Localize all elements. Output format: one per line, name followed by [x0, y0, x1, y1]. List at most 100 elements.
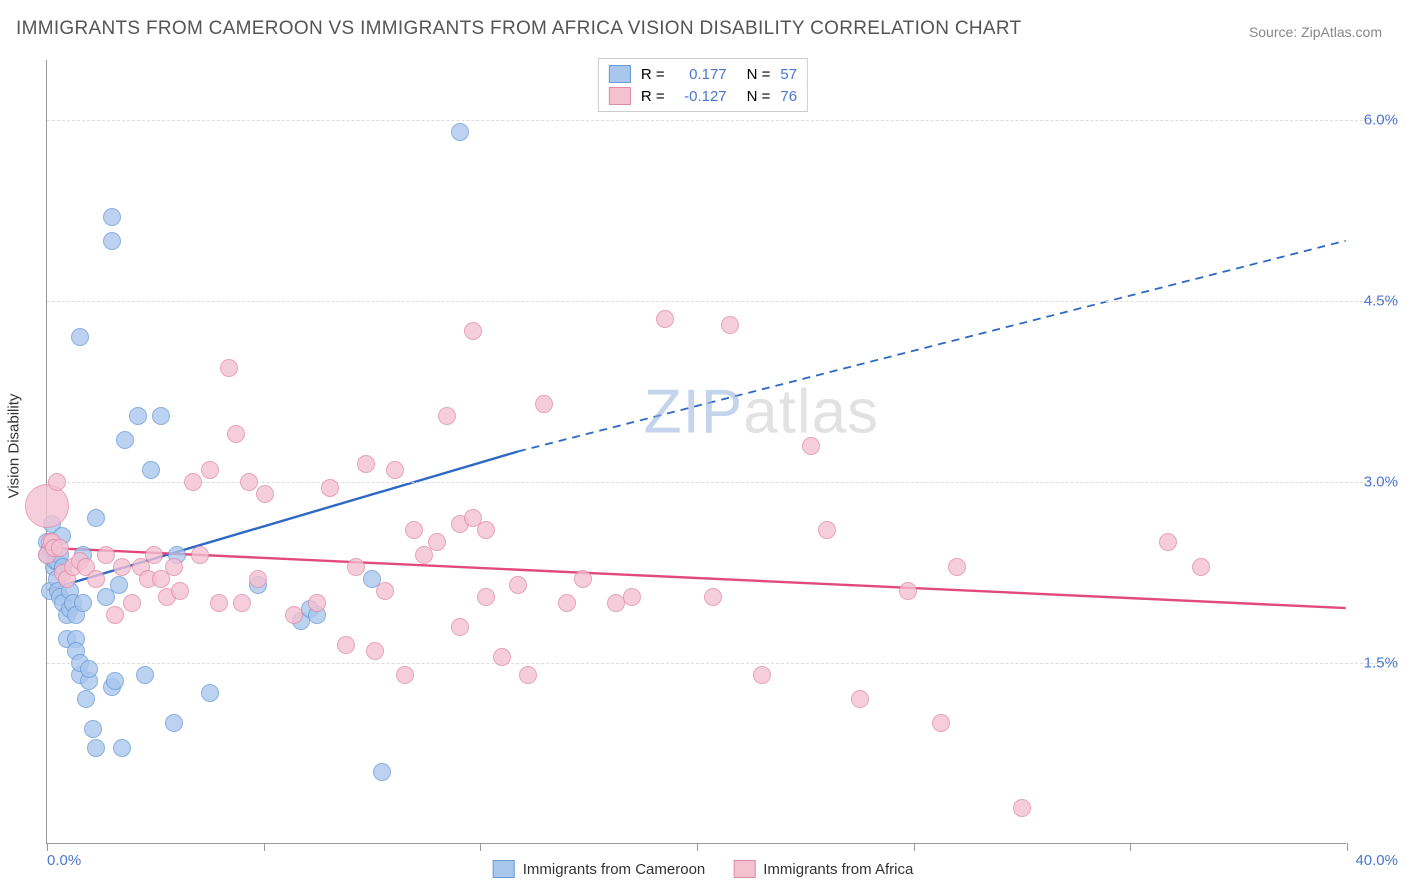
- scatter-marker: [136, 666, 154, 684]
- scatter-marker: [165, 714, 183, 732]
- scatter-marker: [256, 485, 274, 503]
- scatter-marker: [210, 594, 228, 612]
- scatter-marker: [321, 479, 339, 497]
- n-label: N =: [747, 66, 771, 83]
- scatter-marker: [753, 666, 771, 684]
- scatter-marker: [87, 739, 105, 757]
- scatter-marker: [201, 461, 219, 479]
- scatter-marker: [87, 570, 105, 588]
- scatter-marker: [103, 232, 121, 250]
- scatter-marker: [308, 594, 326, 612]
- scatter-marker: [110, 576, 128, 594]
- legend-label: Immigrants from Africa: [763, 861, 913, 878]
- ytick-label: 4.5%: [1348, 293, 1398, 310]
- scatter-marker: [656, 310, 674, 328]
- scatter-marker: [428, 533, 446, 551]
- scatter-marker: [171, 582, 189, 600]
- scatter-marker: [51, 539, 69, 557]
- chart-container: IMMIGRANTS FROM CAMEROON VS IMMIGRANTS F…: [0, 0, 1406, 892]
- r-label: R =: [641, 88, 665, 105]
- scatter-marker: [123, 594, 141, 612]
- scatter-marker: [25, 484, 69, 528]
- n-value-africa: 76: [780, 88, 797, 105]
- plot-area: ZIPatlas 1.5%3.0%4.5%6.0%0.0%40.0%: [46, 60, 1346, 844]
- legend-item-cameroon: Immigrants from Cameroon: [493, 860, 706, 878]
- ytick-label: 6.0%: [1348, 112, 1398, 129]
- scatter-marker: [704, 588, 722, 606]
- swatch-africa: [609, 87, 631, 105]
- scatter-marker: [97, 546, 115, 564]
- scatter-marker: [347, 558, 365, 576]
- scatter-marker: [145, 546, 163, 564]
- scatter-marker: [451, 618, 469, 636]
- gridline: [47, 301, 1398, 302]
- scatter-marker: [451, 123, 469, 141]
- scatter-marker: [477, 521, 495, 539]
- watermark-zip: ZIP: [644, 378, 743, 447]
- source-label: Source: ZipAtlas.com: [1249, 24, 1382, 40]
- scatter-marker: [220, 359, 238, 377]
- scatter-marker: [191, 546, 209, 564]
- chart-title: IMMIGRANTS FROM CAMEROON VS IMMIGRANTS F…: [16, 18, 1021, 40]
- scatter-marker: [227, 425, 245, 443]
- scatter-marker: [48, 473, 66, 491]
- scatter-marker: [106, 672, 124, 690]
- scatter-marker: [113, 558, 131, 576]
- scatter-marker: [558, 594, 576, 612]
- swatch-africa: [733, 860, 755, 878]
- scatter-marker: [357, 455, 375, 473]
- scatter-marker: [519, 666, 537, 684]
- n-label: N =: [747, 88, 771, 105]
- gridline: [47, 120, 1398, 121]
- scatter-marker: [818, 521, 836, 539]
- scatter-marker: [376, 582, 394, 600]
- scatter-marker: [623, 588, 641, 606]
- series-legend: Immigrants from Cameroon Immigrants from…: [493, 860, 914, 878]
- scatter-marker: [1159, 533, 1177, 551]
- scatter-marker: [106, 606, 124, 624]
- swatch-cameroon: [493, 860, 515, 878]
- ytick-label: 3.0%: [1348, 474, 1398, 491]
- scatter-marker: [87, 509, 105, 527]
- r-value-cameroon: 0.177: [675, 66, 727, 83]
- scatter-marker: [493, 648, 511, 666]
- ytick-label: 1.5%: [1348, 655, 1398, 672]
- xtick: [914, 843, 915, 851]
- xlim-min: 0.0%: [47, 852, 81, 869]
- xlim-max: 40.0%: [1355, 852, 1398, 869]
- scatter-marker: [152, 407, 170, 425]
- scatter-marker: [405, 521, 423, 539]
- legend-item-africa: Immigrants from Africa: [733, 860, 913, 878]
- scatter-marker: [337, 636, 355, 654]
- xtick: [264, 843, 265, 851]
- r-label: R =: [641, 66, 665, 83]
- scatter-marker: [285, 606, 303, 624]
- xtick: [1347, 843, 1348, 851]
- stats-legend: R = 0.177 N = 57 R = -0.127 N = 76: [598, 58, 808, 112]
- scatter-marker: [373, 763, 391, 781]
- scatter-marker: [184, 473, 202, 491]
- scatter-marker: [899, 582, 917, 600]
- scatter-marker: [201, 684, 219, 702]
- scatter-marker: [116, 431, 134, 449]
- scatter-marker: [948, 558, 966, 576]
- xtick: [697, 843, 698, 851]
- scatter-marker: [142, 461, 160, 479]
- scatter-marker: [851, 690, 869, 708]
- scatter-marker: [464, 322, 482, 340]
- scatter-marker: [438, 407, 456, 425]
- scatter-marker: [84, 720, 102, 738]
- scatter-marker: [165, 558, 183, 576]
- scatter-marker: [721, 316, 739, 334]
- scatter-marker: [71, 328, 89, 346]
- scatter-marker: [77, 690, 95, 708]
- scatter-marker: [103, 208, 121, 226]
- scatter-marker: [1192, 558, 1210, 576]
- scatter-marker: [396, 666, 414, 684]
- xtick: [1130, 843, 1131, 851]
- scatter-marker: [535, 395, 553, 413]
- xtick: [480, 843, 481, 851]
- scatter-marker: [1013, 799, 1031, 817]
- n-value-cameroon: 57: [780, 66, 797, 83]
- scatter-marker: [74, 594, 92, 612]
